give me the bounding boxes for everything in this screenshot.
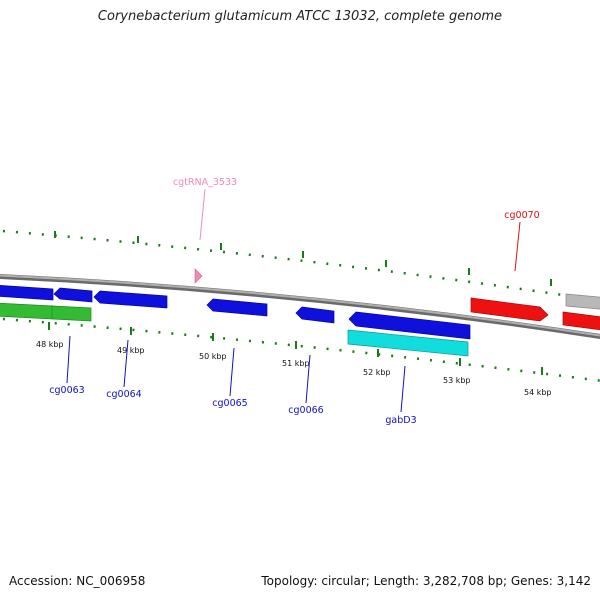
leader-cg0063: [66, 335, 71, 384]
leader-cg0065: [229, 347, 235, 397]
gene-arrow-cg0064[interactable]: [93, 290, 168, 309]
gene-bar-cyan[interactable]: [347, 329, 469, 357]
gene-label-cg0064[interactable]: cg0064: [106, 389, 141, 400]
scale-label-48kbp: 48 kbp: [36, 340, 64, 349]
gene-label-cg0063[interactable]: cg0063: [49, 385, 84, 396]
leader-gabD3: [400, 365, 406, 413]
scale-label-52kbp: 52 kbp: [363, 368, 391, 377]
scale-label-51kbp: 51 kbp: [282, 359, 310, 368]
gene-arrow-cg0063[interactable]: [53, 287, 93, 303]
gene-label-cg0066[interactable]: cg0066: [288, 405, 323, 416]
gene-arrow-cg0070[interactable]: [470, 297, 549, 322]
gene-arrow-cg0065[interactable]: [206, 298, 268, 317]
gene-label-cg0070[interactable]: cg0070: [504, 210, 539, 221]
gene-arrow-cg0072[interactable]: [562, 311, 600, 331]
scale-label-54kbp: 54 kbp: [524, 388, 552, 397]
gene-arrow-cg0066[interactable]: [295, 306, 335, 324]
inner-tick-ring: [0, 317, 600, 382]
gene-arrow-cg0062[interactable]: [0, 284, 54, 301]
outer-major-ticks: [54, 231, 552, 286]
leader-cg0070: [514, 221, 521, 272]
trna-marker[interactable]: [194, 268, 203, 284]
leader-cg0064: [123, 339, 129, 388]
gene-label-cg0065[interactable]: cg0065: [212, 398, 247, 409]
inner-major-ticks: [48, 322, 543, 375]
gene-label-cgtRNA_3533[interactable]: cgtRNA_3533: [173, 177, 237, 188]
gene-label-gabD3[interactable]: gabD3: [385, 415, 416, 426]
leader-cgtRNA_3533: [199, 188, 206, 241]
scale-label-49kbp: 49 kbp: [117, 346, 145, 355]
genome-summary-text: Topology: circular; Length: 3,282,708 bp…: [261, 574, 591, 588]
genome-backbone-highlight: [0, 274, 600, 337]
scale-label-53kbp: 53 kbp: [443, 376, 471, 385]
gene-arrow-cg0071[interactable]: [565, 293, 600, 310]
leader-cg0066: [305, 354, 311, 404]
genome-backbone: [0, 273, 600, 340]
gene-arrow-gabD3[interactable]: [348, 311, 471, 340]
gene-bar-green[interactable]: [0, 302, 92, 322]
title: Corynebacterium glutamicum ATCC 13032, c…: [97, 9, 503, 24]
accession-text: Accession: NC_006958: [9, 574, 146, 588]
scale-label-50kbp: 50 kbp: [199, 352, 227, 361]
